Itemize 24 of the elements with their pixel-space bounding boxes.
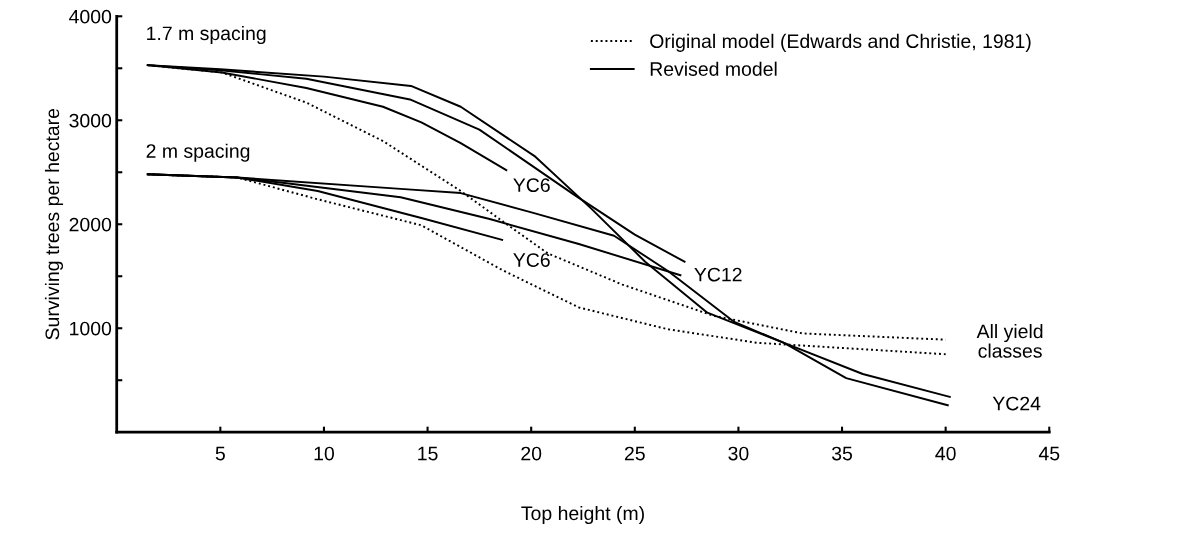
y-tick-label: 3000 [69, 113, 112, 128]
legend-label: Revised model [650, 61, 777, 76]
x-axis-title: Top height (m) [521, 505, 644, 525]
annotation: YC12 [694, 267, 742, 282]
annotation: 1.7 m spacing [147, 25, 266, 45]
x-tick-label: 10 [314, 446, 335, 461]
y-axis-title: Surviving trees per hectare [44, 108, 64, 340]
x-tick-label: 35 [831, 446, 853, 461]
y-tick-label: 2000 [69, 217, 112, 232]
legend-label: Original model (Edwards and Christie, 1981) [650, 33, 1031, 52]
annotation: 2 m spacing [146, 143, 250, 162]
x-tick-label: 15 [418, 446, 438, 461]
y-tick-label: 4000 [69, 9, 112, 24]
x-tick-label: 30 [728, 446, 749, 461]
annotation: YC6 [513, 253, 550, 267]
x-tick-label: 20 [521, 446, 542, 461]
x-tick-label: 40 [935, 446, 956, 461]
x-tick-label: 25 [624, 446, 645, 461]
x-tick-label: 45 [1038, 446, 1060, 461]
y-tick-label: 1000 [70, 321, 112, 336]
annotation: YC24 [992, 396, 1041, 411]
annotation: YC6 [513, 178, 550, 193]
annotation: All yield classes [976, 323, 1043, 358]
x-tick-label: 5 [215, 446, 225, 461]
